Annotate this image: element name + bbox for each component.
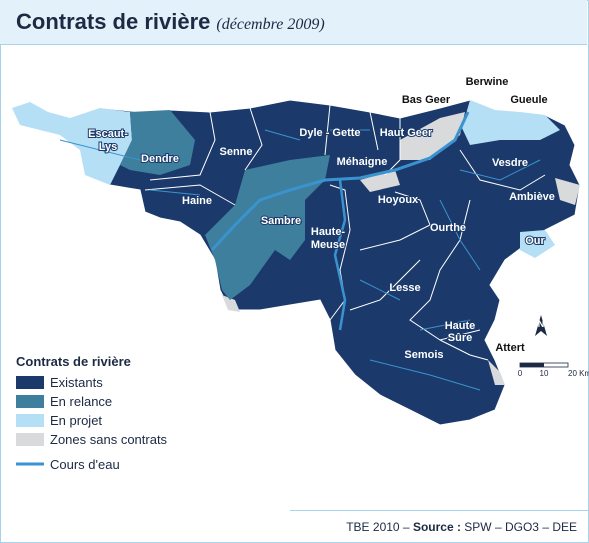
region-label: Attert — [495, 342, 525, 354]
source-label: Source : — [412, 520, 461, 534]
north-arrow: N — [535, 315, 547, 336]
region-label: Haute Sûre — [445, 320, 476, 344]
region-label-line: Sûre — [448, 332, 472, 344]
region-label: Ourthe — [430, 222, 466, 234]
north-label: N — [538, 319, 545, 329]
legend-label: Cours d'eau — [50, 457, 120, 472]
region-label: Berwine — [466, 76, 509, 88]
region-label: Semois — [404, 349, 443, 361]
source-text: SPW – DGO3 – DEE — [464, 520, 577, 534]
source-rule — [290, 510, 589, 511]
legend-label: Zones sans contrats — [50, 432, 168, 447]
region-label-line: Haute- — [311, 226, 346, 238]
source: TBE 2010 – Source : SPW – DGO3 – DEE — [346, 520, 577, 534]
region-label: Méhaigne — [337, 156, 388, 168]
zone-no-contract — [400, 112, 465, 160]
scale-label: 0 — [518, 369, 523, 378]
zone-no-contract — [555, 178, 580, 205]
zone-no-contract — [488, 360, 505, 385]
subtitle: (décembre 2009) — [216, 16, 325, 33]
title-bar: Contrats de rivière (décembre 2009) — [0, 0, 587, 45]
zone-project — [462, 100, 560, 145]
region-label-line: Lys — [99, 141, 118, 153]
region-label: Haine — [182, 195, 212, 207]
scale-label: 10 — [540, 369, 549, 378]
legend-label: En relance — [50, 394, 112, 409]
legend-swatch — [16, 395, 44, 408]
rivers — [59, 111, 541, 391]
region-label: Senne — [219, 146, 252, 158]
zone-no-contract — [360, 170, 400, 192]
legend-title: Contrats de rivière — [16, 354, 131, 369]
legend-swatch — [16, 414, 44, 427]
region-label-line: Haute — [445, 320, 476, 332]
legend-label: Existants — [50, 375, 103, 390]
region-label: Hoyoux — [378, 194, 419, 206]
zone-project — [520, 230, 555, 258]
title-wrap: Contrats de rivière (décembre 2009) — [16, 9, 325, 35]
legend: Contrats de rivière Existants En relance E… — [16, 354, 168, 472]
zone-relaunch — [205, 155, 330, 300]
region-label: Our — [525, 235, 545, 247]
region-label-line: Escaut- — [88, 128, 128, 140]
legend-swatch — [16, 433, 44, 446]
region-label: Sambre — [261, 215, 301, 227]
region-label: Lesse — [389, 282, 420, 294]
title: Contrats de rivière — [16, 9, 211, 34]
region-label: Dyle - Gette — [299, 127, 360, 139]
source-prefix: TBE 2010 – — [346, 520, 410, 534]
region-label: Dendre — [141, 153, 179, 165]
region-label: Haut Geer — [380, 127, 433, 139]
region-label: Haute-Meuse — [311, 226, 346, 251]
boundaries — [144, 104, 546, 361]
region-label: Escaut-Lys — [88, 128, 128, 153]
scale-label: 20 Km — [568, 369, 589, 378]
legend-swatch — [16, 376, 44, 389]
region-label: Ambiève — [509, 191, 555, 203]
zone-no-contract — [222, 295, 240, 312]
scale-bar: 0 10 20 Km — [518, 362, 589, 378]
zone-relaunch — [120, 110, 195, 175]
legend-label: En projet — [50, 413, 102, 428]
region-label-line: Meuse — [311, 239, 345, 251]
region-label: Gueule — [510, 94, 547, 106]
region-label: Vesdre — [492, 157, 528, 169]
region-label: Bas Geer — [402, 94, 451, 106]
territory — [11, 99, 581, 426]
